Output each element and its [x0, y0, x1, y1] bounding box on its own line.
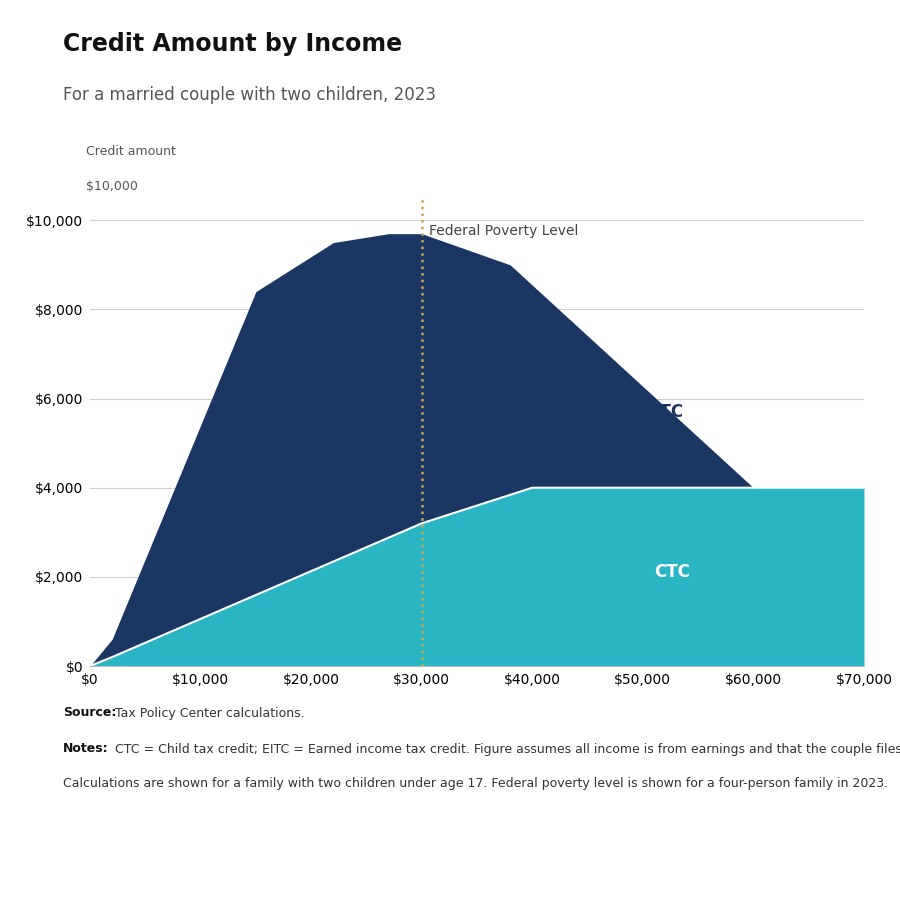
- Text: $10,000: $10,000: [86, 180, 138, 194]
- Text: Credit amount: Credit amount: [86, 145, 176, 158]
- Text: CTC: CTC: [654, 563, 689, 581]
- Text: Tax Policy Center calculations.: Tax Policy Center calculations.: [111, 706, 304, 719]
- Text: CTC = Child tax credit; EITC = Earned income tax credit. Figure assumes all inco: CTC = Child tax credit; EITC = Earned in…: [111, 742, 900, 755]
- Text: Federal Poverty Level: Federal Poverty Level: [429, 224, 579, 238]
- Text: EITC: EITC: [643, 403, 684, 421]
- Text: Calculations are shown for a family with two children under age 17. Federal pove: Calculations are shown for a family with…: [63, 777, 888, 789]
- Text: Credit Amount by Income: Credit Amount by Income: [63, 32, 402, 56]
- Text: For a married couple with two children, 2023: For a married couple with two children, …: [63, 86, 436, 104]
- Text: Source:: Source:: [63, 706, 116, 719]
- Text: Notes:: Notes:: [63, 742, 109, 755]
